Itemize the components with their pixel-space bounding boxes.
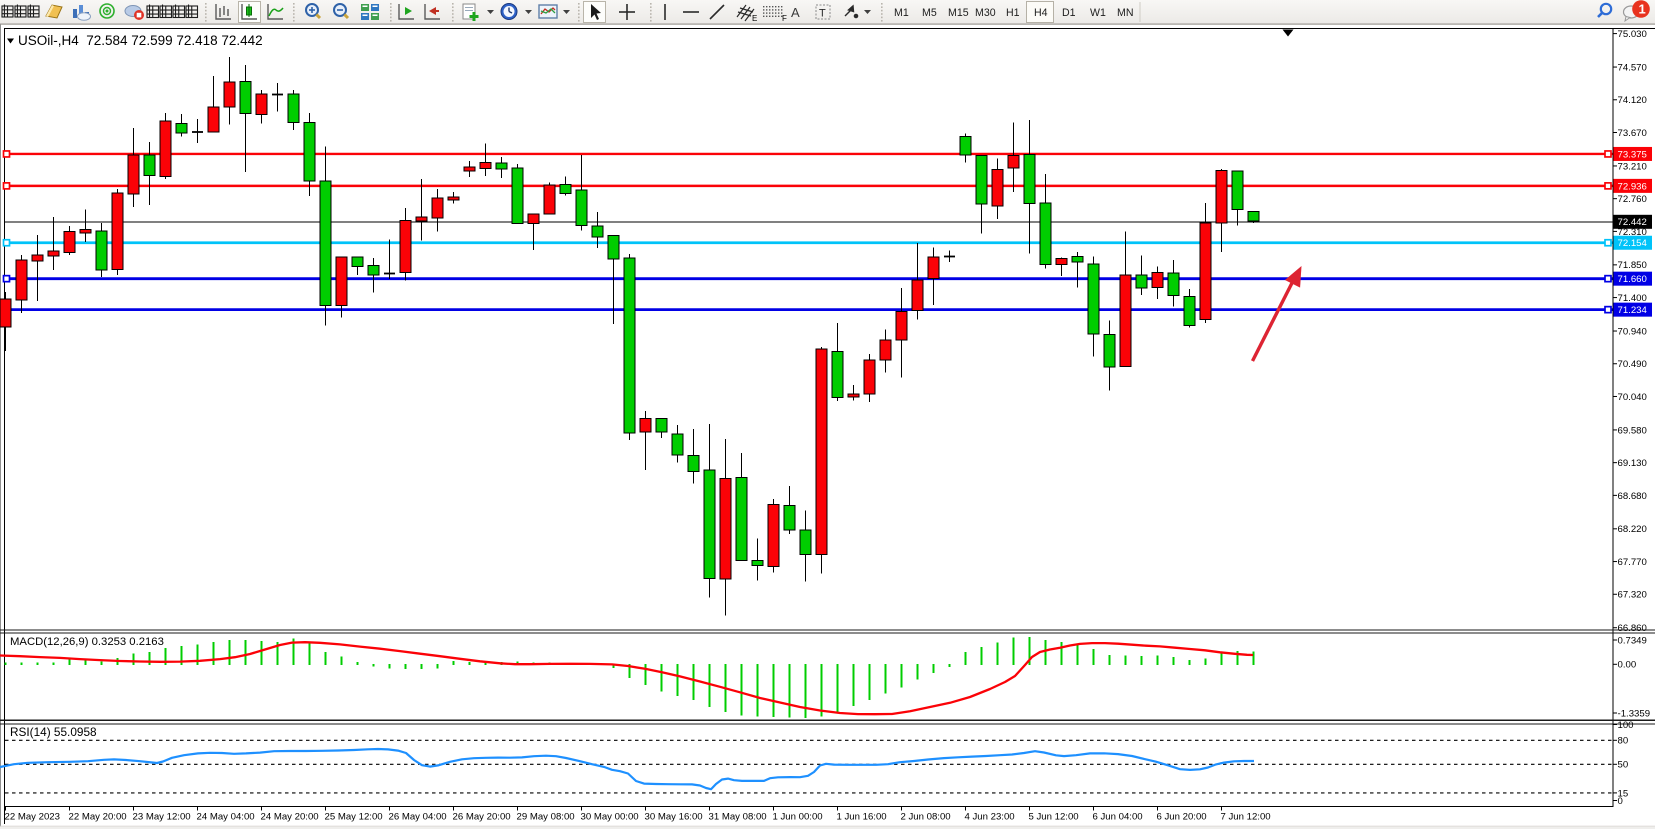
svg-text:6 Jun 04:00: 6 Jun 04:00 xyxy=(1093,812,1143,823)
svg-text:E: E xyxy=(752,14,757,23)
svg-text:1: 1 xyxy=(1639,2,1646,17)
svg-text:M5: M5 xyxy=(922,7,937,19)
svg-text:70.490: 70.490 xyxy=(1618,359,1647,370)
svg-text:66.860: 66.860 xyxy=(1618,623,1647,634)
svg-text:100: 100 xyxy=(1618,720,1634,731)
svg-text:1 Jun 16:00: 1 Jun 16:00 xyxy=(837,812,887,823)
svg-text:72.760: 72.760 xyxy=(1618,194,1647,205)
svg-text:71.660: 71.660 xyxy=(1618,274,1647,285)
svg-text:72.442: 72.442 xyxy=(1618,217,1647,228)
svg-text:22 May 20:00: 22 May 20:00 xyxy=(69,812,127,823)
svg-text:69.130: 69.130 xyxy=(1618,458,1647,469)
svg-text:29 May 08:00: 29 May 08:00 xyxy=(517,812,575,823)
svg-text:0: 0 xyxy=(1618,796,1623,807)
svg-text:73.670: 73.670 xyxy=(1618,128,1647,139)
svg-text:68.680: 68.680 xyxy=(1618,491,1647,502)
svg-text:RSI(14) 55.0958: RSI(14) 55.0958 xyxy=(10,725,97,739)
svg-text:5 Jun 12:00: 5 Jun 12:00 xyxy=(1029,812,1079,823)
svg-text:0.00: 0.00 xyxy=(1618,660,1637,671)
svg-text:30 May 00:00: 30 May 00:00 xyxy=(581,812,639,823)
svg-text:67.320: 67.320 xyxy=(1618,590,1647,601)
svg-text:7 Jun 12:00: 7 Jun 12:00 xyxy=(1221,812,1271,823)
svg-text:0.7349: 0.7349 xyxy=(1618,635,1647,646)
svg-text:26 May 20:00: 26 May 20:00 xyxy=(453,812,511,823)
svg-text:H1: H1 xyxy=(1006,7,1020,19)
svg-text:USOil-,H4 72.584 72.599 72.41: USOil-,H4 72.584 72.599 72.418 72.442 xyxy=(18,33,263,48)
svg-text:71.234: 71.234 xyxy=(1618,305,1648,316)
svg-text:D1: D1 xyxy=(1062,7,1076,19)
svg-text:MACD(12,26,9) 0.3253 0.2163: MACD(12,26,9) 0.3253 0.2163 xyxy=(10,636,164,648)
svg-text:24 May 20:00: 24 May 20:00 xyxy=(261,812,319,823)
svg-text:F: F xyxy=(782,14,787,23)
svg-text:75.030: 75.030 xyxy=(1618,29,1647,40)
svg-text:25 May 12:00: 25 May 12:00 xyxy=(325,812,383,823)
svg-text:70.040: 70.040 xyxy=(1618,392,1647,403)
svg-text:67.770: 67.770 xyxy=(1618,557,1647,568)
svg-text:72.154: 72.154 xyxy=(1618,238,1648,249)
svg-text:23 May 12:00: 23 May 12:00 xyxy=(133,812,191,823)
svg-text:-1.3359: -1.3359 xyxy=(1618,708,1651,719)
svg-text:T: T xyxy=(819,8,826,20)
svg-text:80: 80 xyxy=(1618,736,1629,747)
svg-text:6 Jun 20:00: 6 Jun 20:00 xyxy=(1157,812,1207,823)
svg-text:72.936: 72.936 xyxy=(1618,181,1647,192)
svg-text:M30: M30 xyxy=(975,7,996,19)
svg-text:73.375: 73.375 xyxy=(1618,149,1647,160)
svg-text:26 May 04:00: 26 May 04:00 xyxy=(389,812,447,823)
svg-text:31 May 08:00: 31 May 08:00 xyxy=(709,812,767,823)
svg-text:M1: M1 xyxy=(894,7,909,19)
svg-text:M15: M15 xyxy=(948,7,969,19)
svg-text:50: 50 xyxy=(1618,760,1629,771)
svg-text:72.310: 72.310 xyxy=(1618,227,1647,238)
svg-text:W1: W1 xyxy=(1090,7,1106,19)
svg-text:69.580: 69.580 xyxy=(1618,425,1647,436)
svg-text:30 May 16:00: 30 May 16:00 xyxy=(645,812,703,823)
svg-text:73.210: 73.210 xyxy=(1618,161,1647,172)
svg-text:74.120: 74.120 xyxy=(1618,95,1647,106)
svg-text:71.400: 71.400 xyxy=(1618,293,1647,304)
svg-text:71.850: 71.850 xyxy=(1618,260,1647,271)
svg-text:15: 15 xyxy=(1618,788,1629,799)
svg-text:24 May 04:00: 24 May 04:00 xyxy=(197,812,255,823)
svg-text:2 Jun 08:00: 2 Jun 08:00 xyxy=(901,812,951,823)
svg-text:A: A xyxy=(791,5,800,20)
svg-text:22 May 2023: 22 May 2023 xyxy=(5,812,60,823)
svg-text:MN: MN xyxy=(1117,7,1133,19)
svg-text:70.940: 70.940 xyxy=(1618,326,1647,337)
svg-text:H4: H4 xyxy=(1034,7,1048,19)
svg-text:1 Jun 00:00: 1 Jun 00:00 xyxy=(773,812,823,823)
svg-text:68.220: 68.220 xyxy=(1618,524,1647,535)
svg-text:74.570: 74.570 xyxy=(1618,62,1647,73)
svg-text:4 Jun 23:00: 4 Jun 23:00 xyxy=(965,812,1015,823)
